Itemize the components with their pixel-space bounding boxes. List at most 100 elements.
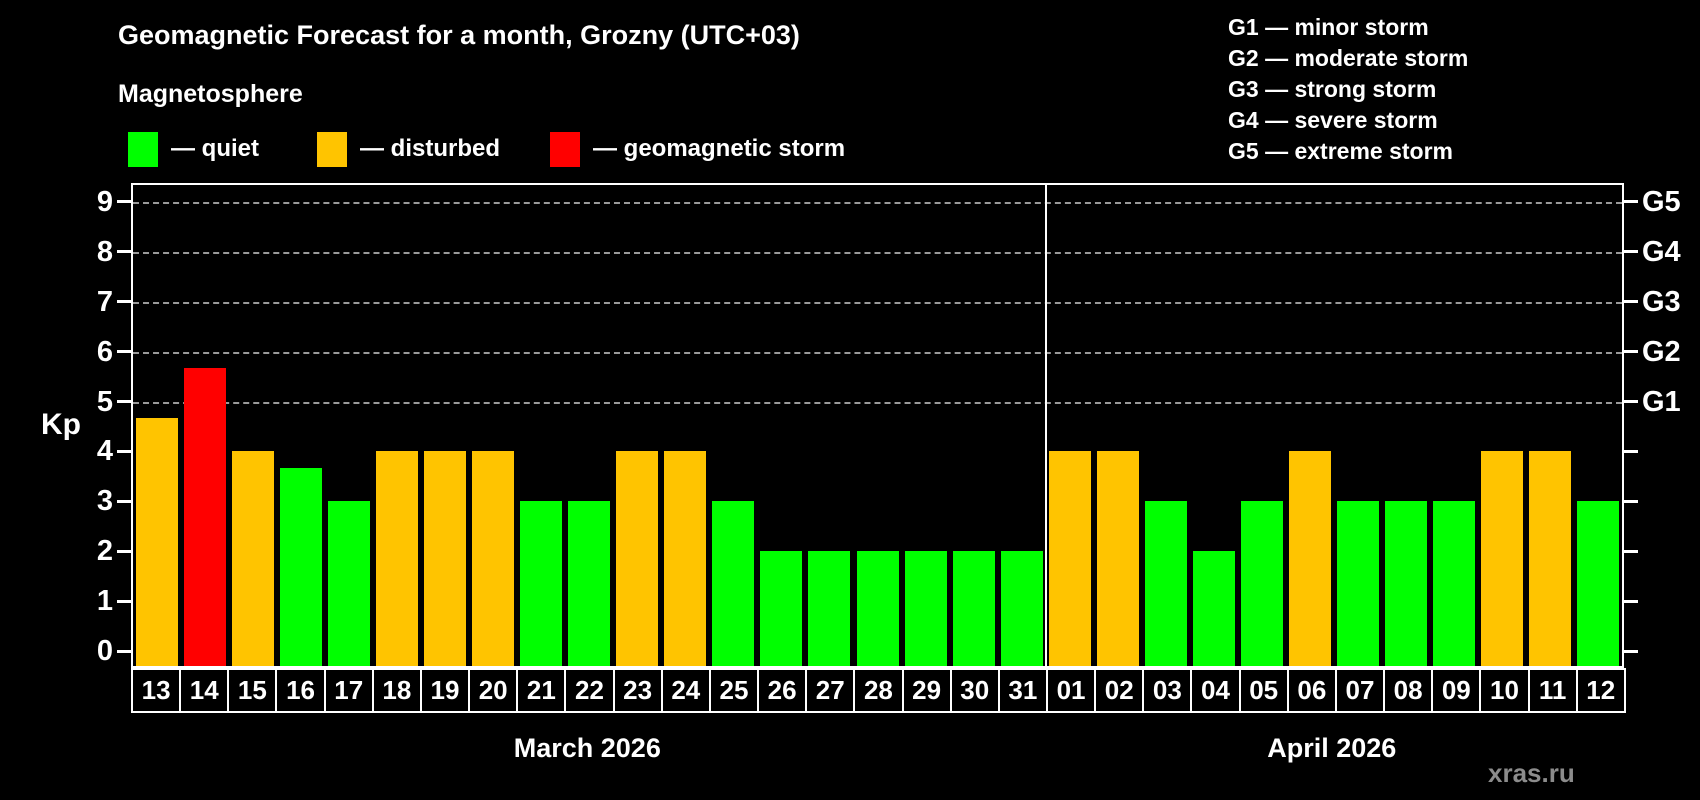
day-label-23: 23 xyxy=(612,668,663,713)
day-axis: 13 14 15 16 17 18 19 20 21 22 23 24 25 26 27 28 29 30 31 01… xyxy=(131,668,1626,713)
kp-bar-day-23 xyxy=(616,451,659,666)
y-tick-left-3 xyxy=(117,499,131,503)
kp-bar-day-12 xyxy=(1576,501,1619,666)
y-tick-right-2 xyxy=(1624,549,1638,553)
kp-bar-day-27 xyxy=(808,551,851,666)
day-label-31: 31 xyxy=(997,668,1048,713)
g1-legend-line: G1 — minor storm xyxy=(1228,14,1429,40)
legend-item-disturbed: — disturbed xyxy=(317,130,500,168)
g4-legend-line: G4 — severe storm xyxy=(1228,107,1438,133)
kp-bar-day-31 xyxy=(1000,551,1043,666)
plot-area xyxy=(131,183,1624,668)
y-tick-label-3: 3 xyxy=(96,485,113,518)
day-label-07: 07 xyxy=(1334,668,1386,713)
y-tick-right-6 xyxy=(1624,350,1638,354)
month-separator xyxy=(1044,185,1047,666)
day-label-25: 25 xyxy=(708,668,760,713)
day-label-10: 10 xyxy=(1479,668,1530,713)
day-label-26: 26 xyxy=(757,668,808,713)
kp-bar-day-05 xyxy=(1240,501,1283,666)
day-label-20: 20 xyxy=(468,668,519,713)
kp-bar-day-06 xyxy=(1288,451,1331,666)
kp-bar-day-20 xyxy=(472,451,515,666)
y-tick-label-1: 1 xyxy=(96,585,113,618)
kp-bar-day-10 xyxy=(1480,451,1523,666)
y-tick-left-7 xyxy=(117,300,131,304)
day-label-03: 03 xyxy=(1142,668,1193,713)
y-tick-label-2: 2 xyxy=(96,535,113,568)
gridline-kp6 xyxy=(133,351,1622,354)
y-tick-left-0 xyxy=(117,649,131,653)
g-axis-label-g1: G1 xyxy=(1642,385,1681,418)
kp-bar-day-14 xyxy=(184,368,227,666)
kp-bar-day-26 xyxy=(760,551,803,666)
day-label-08: 08 xyxy=(1383,668,1434,713)
quiet-color-swatch xyxy=(128,131,158,167)
storm-color-swatch xyxy=(550,131,580,167)
y-tick-right-8 xyxy=(1624,250,1638,254)
month-label-march: March 2026 xyxy=(513,733,661,763)
gridline-kp7 xyxy=(133,301,1622,304)
kp-bar-day-04 xyxy=(1192,551,1235,666)
legend-item-quiet: — quiet xyxy=(128,130,259,168)
y-tick-label-6: 6 xyxy=(96,335,113,368)
y-tick-left-8 xyxy=(117,250,131,254)
kp-bar-day-29 xyxy=(904,551,947,666)
day-label-28: 28 xyxy=(853,668,904,713)
day-label-24: 24 xyxy=(660,668,711,713)
watermark: xras.ru xyxy=(1488,758,1575,788)
magnetosphere-label: Magnetosphere xyxy=(118,80,303,108)
kp-bar-day-17 xyxy=(328,501,371,666)
day-label-21: 21 xyxy=(516,668,567,713)
g2-legend-line: G2 — moderate storm xyxy=(1228,45,1469,71)
kp-bar-day-25 xyxy=(712,501,755,666)
day-label-06: 06 xyxy=(1286,668,1337,713)
month-label-april: April 2026 xyxy=(1267,733,1397,763)
kp-bar-day-16 xyxy=(280,468,323,666)
kp-bar-day-09 xyxy=(1432,501,1475,666)
y-tick-right-3 xyxy=(1624,499,1638,503)
y-tick-label-8: 8 xyxy=(96,235,113,268)
day-label-15: 15 xyxy=(227,668,278,713)
day-label-16: 16 xyxy=(275,668,326,713)
day-label-02: 02 xyxy=(1094,668,1145,713)
day-label-12: 12 xyxy=(1575,668,1626,713)
legend-label-quiet: — quiet xyxy=(171,135,259,162)
day-label-05: 05 xyxy=(1238,668,1289,713)
kp-bar-day-02 xyxy=(1096,451,1139,666)
day-label-18: 18 xyxy=(371,668,422,713)
day-label-29: 29 xyxy=(901,668,952,713)
kp-bar-day-21 xyxy=(520,501,563,666)
y-tick-right-0 xyxy=(1624,649,1638,653)
y-tick-left-4 xyxy=(117,449,131,453)
legend-item-storm: — geomagnetic storm xyxy=(550,130,845,168)
day-label-19: 19 xyxy=(419,668,471,713)
y-tick-right-5 xyxy=(1624,400,1638,403)
day-label-11: 11 xyxy=(1527,668,1578,713)
gridline-kp5 xyxy=(133,401,1622,404)
g3-legend-line: G3 — strong storm xyxy=(1228,76,1437,102)
kp-bar-day-28 xyxy=(856,551,899,666)
y-tick-label-7: 7 xyxy=(96,285,113,318)
day-label-14: 14 xyxy=(179,668,230,713)
y-tick-left-6 xyxy=(117,350,131,354)
g-axis-label-g2: G2 xyxy=(1642,335,1681,368)
y-tick-left-5 xyxy=(117,400,131,403)
kp-bar-day-11 xyxy=(1528,451,1571,666)
kp-bar-day-30 xyxy=(952,551,995,666)
legend-label-storm: — geomagnetic storm xyxy=(593,135,846,162)
day-label-30: 30 xyxy=(949,668,1000,713)
kp-bar-day-24 xyxy=(664,451,707,666)
y-tick-label-9: 9 xyxy=(96,185,113,218)
kp-bar-day-08 xyxy=(1384,501,1427,666)
y-tick-label-5: 5 xyxy=(96,385,113,418)
y-tick-label-4: 4 xyxy=(96,435,113,468)
y-tick-right-4 xyxy=(1624,449,1638,453)
day-label-27: 27 xyxy=(805,668,856,713)
kp-bar-day-22 xyxy=(568,501,611,666)
disturbed-color-swatch xyxy=(317,131,347,167)
gridline-kp9 xyxy=(133,201,1622,204)
day-label-22: 22 xyxy=(564,668,615,713)
y-tick-right-1 xyxy=(1624,599,1638,603)
